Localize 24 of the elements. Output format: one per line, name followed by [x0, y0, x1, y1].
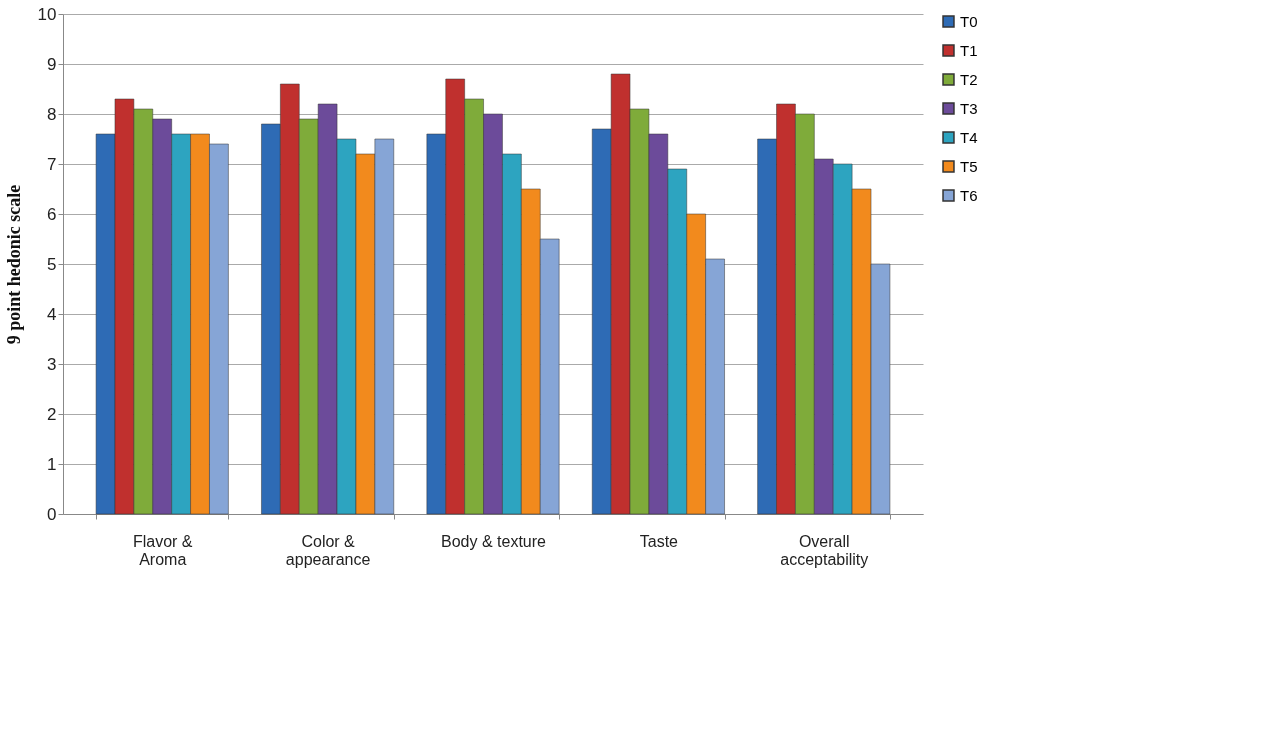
x-tick-label: Taste [639, 532, 679, 550]
y-tick-label: 0 [47, 504, 57, 524]
y-tick-label: 5 [47, 254, 57, 274]
y-tick-label: 9 [47, 54, 57, 74]
legend-label: T3 [960, 99, 978, 117]
legend-label: T4 [960, 128, 978, 146]
y-axis-title: 9 point hedonic scale [3, 184, 24, 345]
y-tick-label: 8 [47, 104, 57, 124]
x-tick-label: Body & texture [441, 532, 547, 550]
y-tick-label: 4 [47, 304, 57, 324]
y-tick-label: 1 [47, 454, 57, 474]
x-tick-label: Overall acceptability [780, 532, 869, 568]
legend-label: T1 [960, 41, 978, 59]
y-tick-label: 2 [47, 404, 57, 424]
y-tick-label: 3 [47, 354, 57, 374]
legend-label: T0 [960, 12, 978, 30]
y-tick-label: 6 [47, 204, 57, 224]
legend-label: T5 [960, 157, 978, 175]
legend-label: T6 [960, 186, 978, 204]
y-tick-label: 7 [47, 154, 57, 174]
x-tick-label: Color & appearance [285, 532, 371, 568]
x-tick-label: Flavor & Aroma [132, 532, 193, 568]
legend-label: T2 [960, 70, 978, 88]
y-tick-label: 10 [37, 4, 57, 24]
